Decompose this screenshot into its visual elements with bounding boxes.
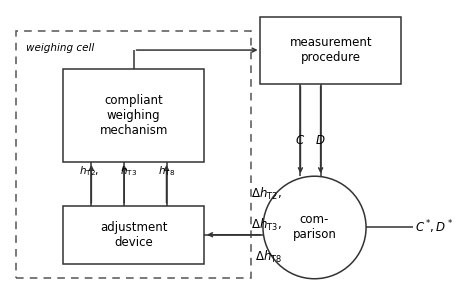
Bar	[261, 17, 401, 83]
Bar	[63, 69, 204, 162]
Text: $C$: $C$	[295, 134, 306, 147]
Text: $h_{\mathrm{T8}}$: $h_{\mathrm{T8}}$	[158, 164, 175, 178]
Text: adjustment
device: adjustment device	[100, 221, 167, 249]
Text: compliant
weighing
mechanism: compliant weighing mechanism	[100, 94, 168, 137]
Text: $h_{\mathrm{T3}}$: $h_{\mathrm{T3}}$	[120, 164, 137, 178]
Text: com-
parison: com- parison	[292, 214, 337, 242]
Text: $\Delta h_{\mathrm{T2}},$: $\Delta h_{\mathrm{T2}},$	[251, 186, 282, 202]
Ellipse shape	[263, 176, 366, 279]
Text: $D$: $D$	[315, 134, 326, 147]
Text: $\Delta h_{\mathrm{T3}},$: $\Delta h_{\mathrm{T3}},$	[251, 217, 282, 233]
Text: measurement
procedure: measurement procedure	[290, 36, 372, 64]
Text: weighing cell: weighing cell	[26, 43, 94, 53]
Text: $h_{\mathrm{T2}},$: $h_{\mathrm{T2}},$	[79, 164, 99, 178]
Text: $\Delta h_{\mathrm{T8}}$: $\Delta h_{\mathrm{T8}}$	[255, 248, 282, 265]
Bar	[16, 31, 251, 278]
Bar	[63, 206, 204, 264]
Text: $C^*\!,D^*$: $C^*\!,D^*$	[415, 219, 454, 236]
